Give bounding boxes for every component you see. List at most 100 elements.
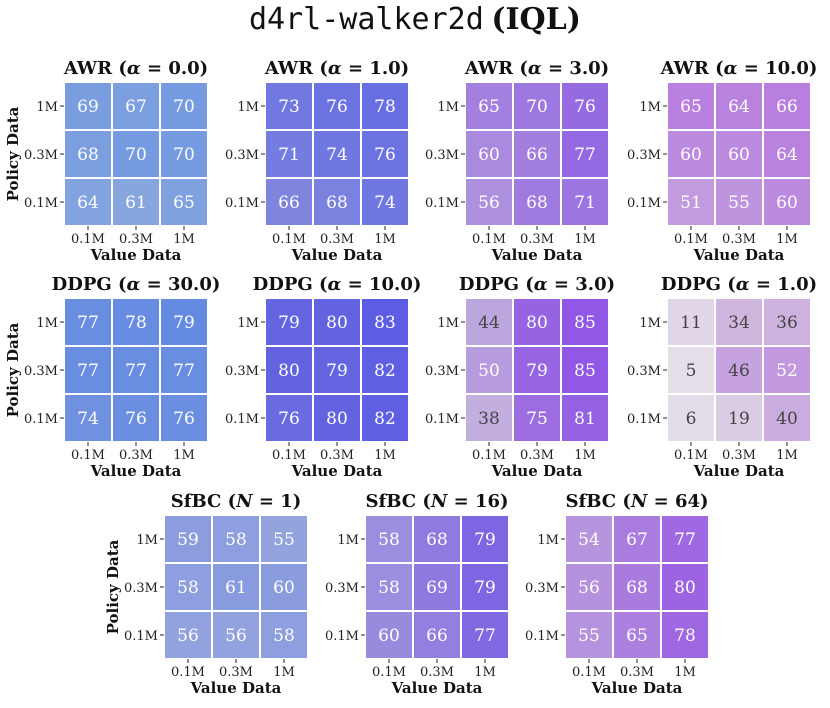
heatmap-cell <box>360 177 410 227</box>
panel-title: SfBC (N = 16) <box>365 491 508 512</box>
cell-value: 68 <box>77 145 99 165</box>
heatmap-cell <box>360 393 410 443</box>
cell-value: 77 <box>674 530 696 550</box>
x-axis-label: Value Data <box>693 246 785 264</box>
heatmap-cell <box>312 81 362 131</box>
y-tick-label: 0.1M <box>24 196 58 211</box>
x-axis-label: Value Data <box>391 679 483 697</box>
cell-value: 50 <box>478 361 500 381</box>
cell-value: 51 <box>680 193 702 213</box>
heatmap-panel-2: AWR (α = 1.0) 73 76 78 71 74 76 66 68 74 1M 0.3M 0.1… <box>225 58 410 264</box>
cell-value: 71 <box>574 193 596 213</box>
x-tick-label: 1M <box>574 448 596 463</box>
y-tick-label: 1M <box>537 533 559 548</box>
cell-value: 61 <box>225 578 247 598</box>
y-tick-label: 0.1M <box>124 629 158 644</box>
x-tick-label: 0.3M <box>320 448 354 463</box>
x-tick-label: 1M <box>474 665 496 680</box>
cell-value: 70 <box>173 97 195 117</box>
cell-value: 58 <box>225 530 247 550</box>
heatmap-panel-9: SfBC (N = 1) 59 58 55 58 61 60 56 56 58 1M 0.3M 0.1M… <box>104 491 309 697</box>
cell-value: 68 <box>626 578 648 598</box>
x-axis-label: Value Data <box>90 462 182 480</box>
heatmap-cell <box>560 345 610 395</box>
y-tick-label: 0.1M <box>325 629 359 644</box>
cell-value: 19 <box>728 409 750 429</box>
cell-value: 85 <box>574 361 596 381</box>
x-tick-label: 0.1M <box>674 448 708 463</box>
y-tick-label: 0.1M <box>225 412 259 427</box>
x-axis-label: Value Data <box>190 679 282 697</box>
cell-value: 56 <box>225 626 247 646</box>
heatmap-cell <box>360 345 410 395</box>
heatmap-cell <box>714 81 764 131</box>
heatmap-cell <box>111 81 161 131</box>
cell-value: 76 <box>278 409 300 429</box>
cell-value: 70 <box>125 145 147 165</box>
cell-value: 76 <box>173 409 195 429</box>
x-tick-label: 0.1M <box>472 232 506 247</box>
cell-value: 55 <box>578 626 600 646</box>
heatmap-cell <box>666 345 716 395</box>
cell-value: 70 <box>173 145 195 165</box>
figure-title: d4rl-walker2d (IQL) <box>249 2 581 37</box>
x-axis-label: Value Data <box>591 679 683 697</box>
cell-value: 56 <box>478 193 500 213</box>
x-axis-label: Value Data <box>90 246 182 264</box>
heatmap-panel-7: DDPG (α = 3.0) 44 80 85 50 79 85 38 75 81 1M 0.3M 0.… <box>425 274 615 480</box>
cell-value: 79 <box>326 361 348 381</box>
cell-value: 58 <box>378 578 400 598</box>
cell-value: 74 <box>77 409 99 429</box>
cell-value: 77 <box>173 361 195 381</box>
x-tick-label: 1M <box>776 232 798 247</box>
cell-value: 6 <box>686 409 697 429</box>
y-tick-label: 0.1M <box>627 196 661 211</box>
heatmap-panel-1: AWR (α = 0.0) 69 67 70 68 70 70 64 61 65 1M 0.3M 0.1… <box>4 58 209 264</box>
cell-value: 79 <box>474 578 496 598</box>
x-tick-label: 0.3M <box>219 665 253 680</box>
heatmap-cell <box>560 297 610 347</box>
y-tick-label: 0.1M <box>627 412 661 427</box>
cell-value: 82 <box>374 409 396 429</box>
cell-value: 68 <box>326 193 348 213</box>
y-tick-label: 1M <box>437 316 459 331</box>
cell-value: 75 <box>526 409 548 429</box>
x-tick-label: 0.1M <box>71 448 105 463</box>
cell-value: 80 <box>526 313 548 333</box>
heatmap-cell <box>111 345 161 395</box>
cell-value: 66 <box>776 97 798 117</box>
y-tick-label: 0.1M <box>425 412 459 427</box>
panel-title: DDPG (α = 3.0) <box>459 274 615 295</box>
cell-value: 76 <box>574 97 596 117</box>
heatmap-cell <box>63 393 113 443</box>
heatmap-cell <box>512 345 562 395</box>
x-tick-label: 1M <box>374 448 396 463</box>
panel-title: SfBC (N = 1) <box>171 491 302 512</box>
figure-title-env: d4rl-walker2d <box>249 2 484 37</box>
y-tick-label: 1M <box>337 533 359 548</box>
cell-value: 78 <box>125 313 147 333</box>
x-tick-label: 0.1M <box>71 232 105 247</box>
cell-value: 59 <box>177 530 199 550</box>
heatmap-cell <box>762 129 812 179</box>
y-tick-label: 0.1M <box>24 412 58 427</box>
heatmap-cell <box>163 562 213 612</box>
cell-value: 68 <box>526 193 548 213</box>
cell-value: 74 <box>374 193 396 213</box>
cell-value: 82 <box>374 361 396 381</box>
heatmap-cell <box>666 297 716 347</box>
cell-value: 76 <box>374 145 396 165</box>
cell-value: 65 <box>680 97 702 117</box>
y-axis-label: Policy Data <box>4 322 22 417</box>
cell-value: 55 <box>273 530 295 550</box>
cell-value: 69 <box>77 97 99 117</box>
x-tick-label: 0.1M <box>572 665 606 680</box>
heatmap-cell <box>762 393 812 443</box>
x-tick-label: 0.3M <box>722 448 756 463</box>
cell-value: 79 <box>278 313 300 333</box>
cell-value: 71 <box>278 145 300 165</box>
cell-value: 5 <box>686 361 697 381</box>
cell-value: 79 <box>474 530 496 550</box>
x-tick-label: 1M <box>374 232 396 247</box>
